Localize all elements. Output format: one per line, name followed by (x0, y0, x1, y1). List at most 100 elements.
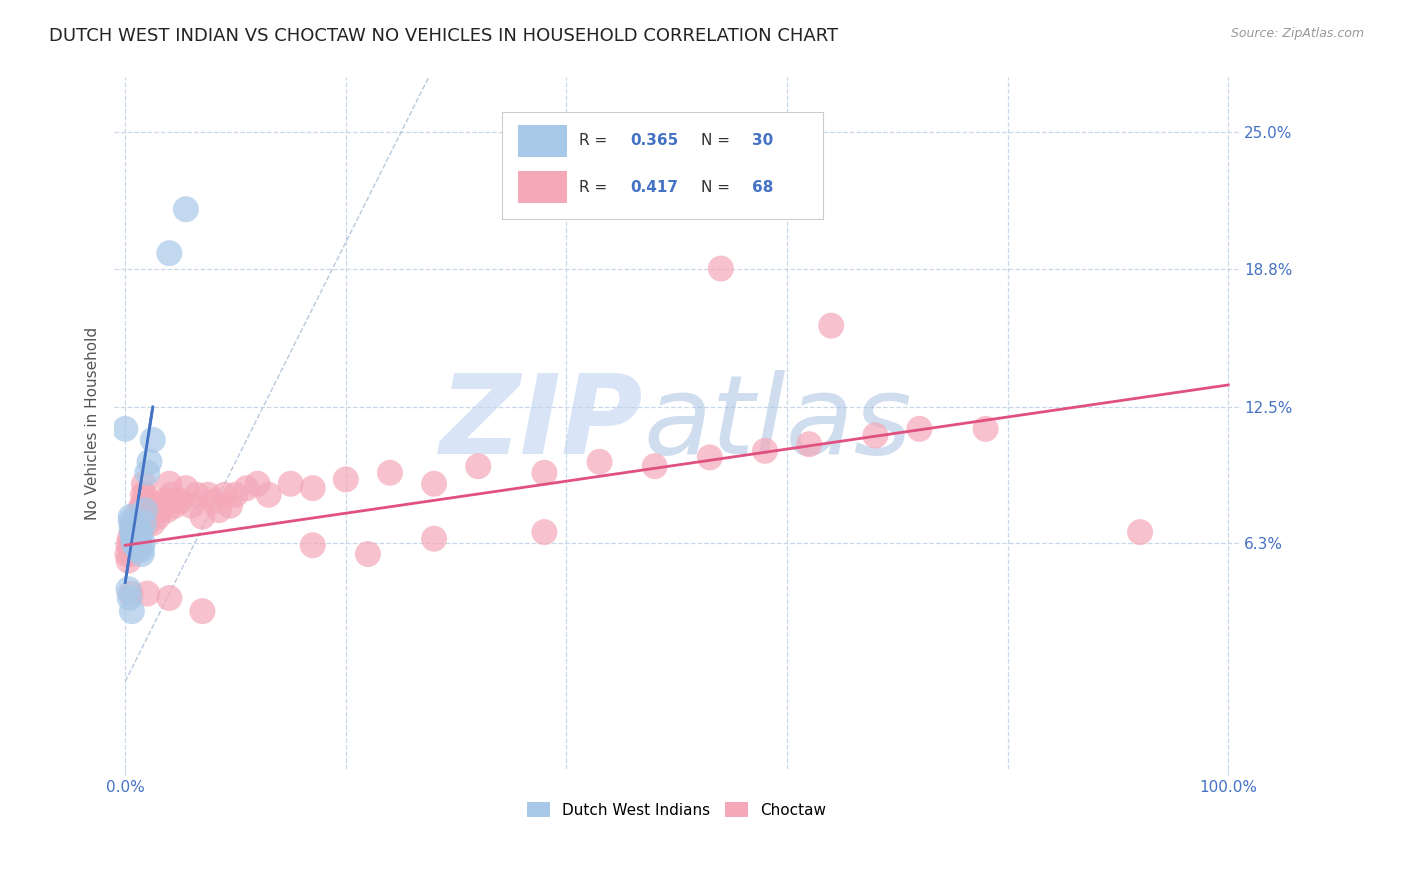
Point (423, 476, 446, 491)
Point (121, 525, 143, 540)
Point (122, 521, 145, 535)
Point (128, 536, 150, 550)
Point (908, 422, 931, 436)
Point (120, 514, 142, 528)
Point (160, 488, 183, 502)
Point (136, 466, 159, 480)
Point (197, 488, 219, 502)
Point (174, 202, 197, 217)
Point (797, 437, 820, 451)
Point (202, 494, 225, 508)
Point (588, 455, 610, 469)
Point (132, 488, 155, 502)
Point (127, 525, 149, 540)
Point (136, 516, 159, 531)
Point (157, 246, 180, 260)
Point (120, 547, 142, 561)
Point (138, 509, 160, 524)
Point (149, 503, 172, 517)
Point (235, 481, 257, 495)
Point (117, 582, 139, 597)
Point (153, 494, 176, 508)
Point (169, 494, 191, 508)
Point (163, 499, 186, 513)
Point (138, 455, 160, 469)
Point (118, 591, 141, 605)
Point (157, 591, 180, 605)
Point (117, 547, 139, 561)
Point (125, 532, 148, 546)
Point (114, 422, 136, 436)
Text: ZIP: ZIP (440, 370, 643, 477)
Point (120, 509, 142, 524)
Point (131, 499, 153, 513)
Point (132, 536, 155, 550)
Point (142, 516, 165, 531)
Point (127, 542, 149, 557)
Point (378, 466, 401, 480)
Point (142, 433, 165, 447)
Point (120, 586, 142, 600)
Text: Source: ZipAtlas.com: Source: ZipAtlas.com (1230, 27, 1364, 40)
Point (357, 547, 380, 561)
Point (127, 525, 149, 540)
Point (246, 476, 269, 491)
Point (132, 516, 155, 531)
Point (208, 503, 231, 517)
Point (533, 525, 555, 540)
Point (865, 428, 887, 442)
Point (117, 554, 139, 568)
Point (124, 538, 146, 552)
Point (644, 459, 666, 474)
Point (121, 525, 143, 540)
Point (174, 481, 197, 495)
Point (125, 516, 148, 531)
Point (122, 525, 145, 540)
Point (122, 538, 145, 552)
Point (134, 488, 156, 502)
Point (127, 538, 149, 552)
Point (129, 525, 152, 540)
Point (125, 532, 148, 546)
Point (156, 503, 179, 517)
Point (132, 503, 155, 517)
Point (754, 443, 776, 458)
Point (820, 318, 842, 333)
Point (214, 488, 236, 502)
Point (121, 521, 143, 535)
Point (136, 586, 159, 600)
Point (423, 532, 446, 546)
Point (118, 532, 141, 546)
Point (301, 538, 323, 552)
Point (128, 503, 150, 517)
Point (127, 525, 149, 540)
Point (122, 536, 145, 550)
Point (135, 499, 157, 513)
Point (335, 472, 357, 486)
Point (125, 521, 148, 535)
Point (191, 604, 214, 618)
Point (131, 547, 153, 561)
Point (136, 503, 159, 517)
Point (699, 450, 721, 465)
Point (186, 488, 208, 502)
Point (145, 499, 167, 513)
Point (132, 476, 155, 491)
Point (157, 476, 180, 491)
Point (117, 538, 139, 552)
Point (120, 538, 142, 552)
Point (131, 542, 153, 557)
Point (122, 532, 145, 546)
Point (148, 509, 170, 524)
Point (257, 488, 280, 502)
Point (280, 476, 302, 491)
Point (122, 542, 145, 557)
Point (467, 459, 489, 474)
Point (180, 499, 202, 513)
Point (191, 509, 214, 524)
Legend: Dutch West Indians, Choctaw: Dutch West Indians, Choctaw (520, 796, 832, 824)
Point (124, 529, 146, 543)
Point (129, 516, 152, 531)
Point (710, 261, 733, 276)
Point (128, 532, 150, 546)
